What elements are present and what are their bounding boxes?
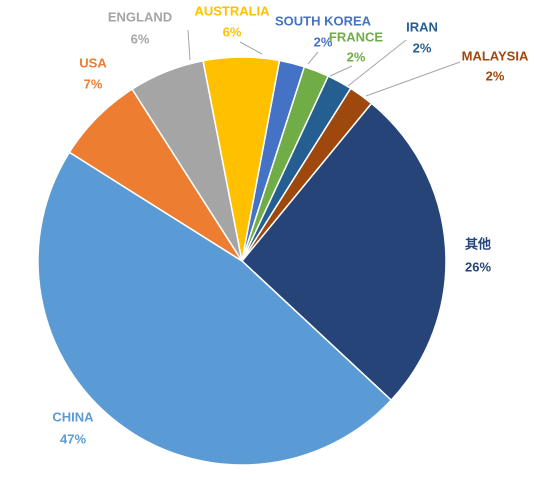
value-label: 2%: [413, 40, 432, 55]
slice-label: FRANCE: [329, 29, 383, 44]
slice-label: CHINA: [52, 409, 94, 424]
pie-slice: [241, 87, 373, 262]
slice-label: ENGLAND: [108, 9, 172, 24]
leader-line: [187, 29, 191, 61]
value-label: 2%: [314, 34, 333, 49]
value-label: 6%: [131, 31, 150, 46]
slice-label: SOUTH KOREA: [275, 13, 372, 28]
value-label: 2%: [486, 68, 505, 83]
slice-label: IRAN: [406, 19, 438, 34]
leader-line: [347, 39, 407, 87]
value-label: 2%: [347, 49, 366, 64]
pie-slice: [240, 102, 447, 402]
leader-lines: [187, 29, 461, 97]
slice-label: MALAYSIA: [462, 48, 529, 63]
value-label: 47%: [60, 431, 86, 446]
slice-label: AUSTRALIA: [194, 3, 270, 18]
value-label: 6%: [223, 24, 242, 39]
leader-line: [365, 61, 461, 97]
value-label: 26%: [465, 259, 491, 274]
slice-label: USA: [79, 55, 107, 70]
value-label: 7%: [84, 76, 103, 91]
slice-label: 其他: [465, 236, 491, 251]
leader-line: [307, 51, 319, 65]
leader-line: [329, 65, 353, 77]
pie-slice: [37, 151, 393, 466]
leader-line: [239, 41, 263, 55]
